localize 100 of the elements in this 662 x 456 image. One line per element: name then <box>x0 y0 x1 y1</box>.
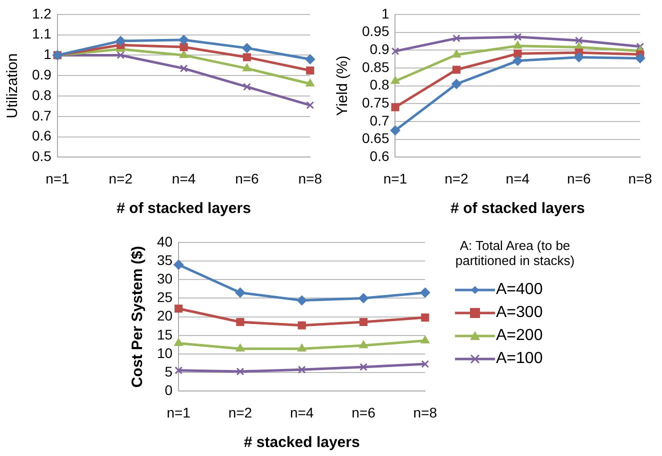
x-axis-title: # of stacked layers <box>450 200 585 218</box>
y-tick-label: 0 <box>164 382 173 398</box>
y-tick-label: 5 <box>164 363 173 380</box>
point <box>243 82 251 91</box>
y-tick-label: 1.2 <box>32 5 52 22</box>
point <box>174 260 184 270</box>
y-tick-label: 0.9 <box>370 40 390 57</box>
point <box>306 101 314 110</box>
point <box>514 32 522 41</box>
point <box>242 63 252 72</box>
y-tick-label: 10 <box>156 344 173 361</box>
point <box>359 340 368 348</box>
legend-label: A=100 <box>496 350 543 368</box>
point <box>391 103 400 112</box>
y-tick-label: 0.8 <box>32 86 52 103</box>
y-tick-label: 0.6 <box>370 148 390 164</box>
y-tick-label: 0.75 <box>362 94 390 111</box>
x-tick-label: n=6 <box>235 170 260 186</box>
y-tick-label: 25 <box>156 289 173 306</box>
point <box>180 43 188 52</box>
legend-label: A=200 <box>496 326 543 344</box>
point <box>420 288 430 298</box>
x-axis-title: # stacked layers <box>244 434 360 452</box>
x-tick-label: n=4 <box>172 170 196 186</box>
point <box>297 344 306 352</box>
point <box>636 42 644 50</box>
point <box>306 78 315 87</box>
point <box>390 76 400 84</box>
point <box>360 363 368 371</box>
y-tick-label: 0.7 <box>32 107 52 124</box>
x-tick-label: n=8 <box>628 170 652 186</box>
point <box>116 51 125 60</box>
point <box>514 50 522 58</box>
point <box>359 318 368 326</box>
x-tick-label: n=2 <box>444 170 469 186</box>
legend-label: A=300 <box>496 304 543 322</box>
y-tick-label: 40 <box>156 233 173 250</box>
point <box>180 64 188 72</box>
point <box>296 295 307 306</box>
point <box>420 336 430 344</box>
y-axis-title: Yield (%) <box>334 56 352 116</box>
y-tick-label: 15 <box>156 326 173 342</box>
y-tick-label: 0.7 <box>370 112 390 128</box>
point <box>452 34 460 42</box>
point <box>242 53 251 62</box>
x-tick-label: n=4 <box>506 170 530 186</box>
point <box>179 50 188 58</box>
y-tick-label: 0.6 <box>32 128 52 144</box>
y-tick-label: 1 <box>381 5 390 22</box>
y-tick-label: 1 <box>44 46 52 62</box>
x-tick-label: n=1 <box>46 170 70 186</box>
x-tick-label: n=6 <box>352 404 376 420</box>
y-tick-label: 0.95 <box>362 23 390 40</box>
legend-label: A=400 <box>496 280 543 298</box>
point <box>452 50 461 58</box>
point <box>236 344 245 352</box>
x-tick-label: n=8 <box>413 404 438 420</box>
y-tick-label: 0.5 <box>32 148 52 164</box>
point <box>421 360 430 368</box>
point <box>390 125 400 136</box>
point <box>635 53 646 64</box>
x-tick-label: n=2 <box>108 170 133 186</box>
y-tick-label: 0.9 <box>32 66 52 82</box>
y-axis-title: Cost Per System ($) <box>129 246 146 388</box>
point <box>574 36 583 44</box>
point <box>512 56 523 66</box>
y-tick-label: 0.65 <box>362 130 390 146</box>
y-axis-title: Utilization <box>4 53 22 118</box>
x-axis-title: # of stacked layers <box>116 200 251 218</box>
point <box>452 66 461 74</box>
x-tick-label: n=6 <box>567 170 591 186</box>
point <box>298 366 306 374</box>
y-tick-label: 20 <box>156 308 173 324</box>
y-tick-label: 0.85 <box>362 58 390 75</box>
legend-title: A: Total Area (to be partitioned in stacks) <box>455 238 575 268</box>
y-tick-label: 0.8 <box>370 76 390 93</box>
point <box>574 52 584 62</box>
point <box>421 314 430 322</box>
point <box>451 79 462 90</box>
y-tick-label: 30 <box>156 270 173 286</box>
point <box>358 293 368 304</box>
point <box>306 66 314 75</box>
y-tick-label: 35 <box>156 252 173 268</box>
point <box>235 288 246 298</box>
x-tick-label: n=4 <box>290 404 314 420</box>
point <box>178 34 189 45</box>
point <box>174 304 183 313</box>
point <box>242 43 252 54</box>
x-tick-label: n=8 <box>298 170 322 186</box>
point <box>236 318 244 326</box>
point <box>305 54 316 64</box>
x-tick-label: n=1 <box>166 404 191 420</box>
point <box>513 40 522 49</box>
point <box>391 47 400 56</box>
x-tick-label: n=2 <box>228 404 252 420</box>
point <box>174 338 183 346</box>
point <box>298 321 306 330</box>
y-tick-label: 1.1 <box>32 26 52 42</box>
x-tick-label: n=1 <box>383 170 408 186</box>
point <box>116 36 126 46</box>
